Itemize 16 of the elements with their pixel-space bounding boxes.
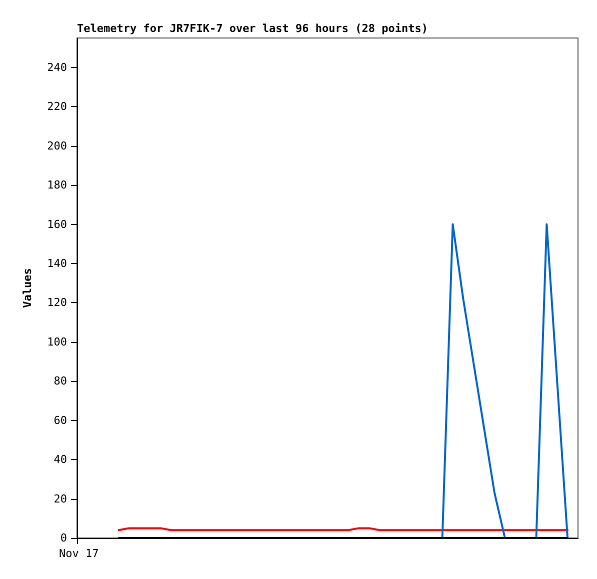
- y-tick-label: 60: [54, 414, 67, 427]
- y-tick-label: 120: [47, 296, 67, 310]
- y-tick-label: 100: [47, 335, 67, 348]
- y-tick-label: 80: [54, 374, 67, 388]
- y-tick-label: 0: [60, 532, 67, 544]
- y-tick-label: 240: [47, 60, 67, 74]
- y-tick-label: 180: [47, 178, 67, 192]
- y-tick-label: 20: [54, 492, 67, 506]
- y-axis-title: Values: [21, 268, 34, 308]
- y-tick-label: 220: [47, 100, 67, 114]
- text: Nov 17: [59, 547, 99, 560]
- y-tick-label: 200: [47, 139, 67, 152]
- chart-title: Telemetry for JR7FIK-7 over last 96 hours (28 points): [77, 22, 428, 35]
- y-tick-label: 40: [54, 453, 67, 466]
- y-tick-label: 140: [47, 256, 67, 270]
- y-tick-label: 160: [47, 218, 67, 231]
